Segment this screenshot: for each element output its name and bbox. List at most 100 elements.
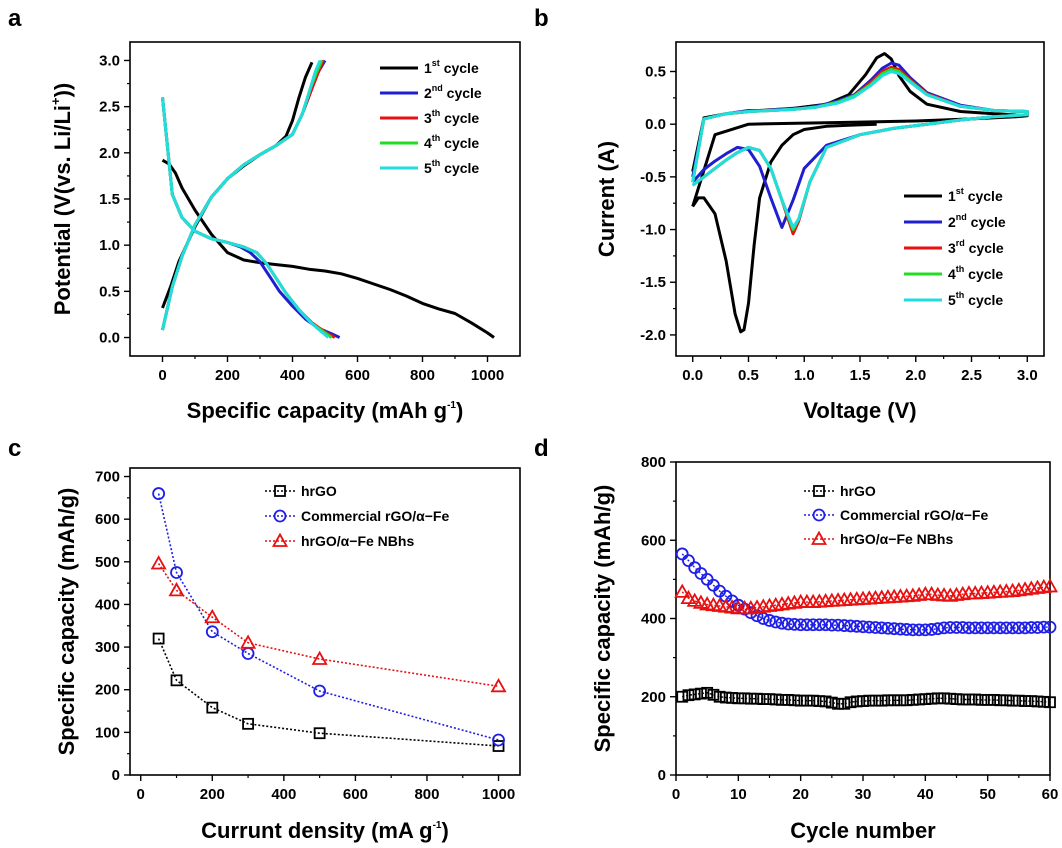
panel-a-series-line: [161, 59, 322, 331]
panel-d-data-point: [931, 622, 945, 636]
panel-d-data-point: [738, 692, 751, 705]
panel-a-y-tick-label: 3.0: [99, 52, 120, 69]
panel-d-data-point: [1037, 620, 1051, 634]
panel-d-data-point: [906, 623, 920, 637]
panel-d-series-1: [676, 686, 1056, 710]
panel-d-data-point: [757, 693, 770, 705]
panel-d-data-point: [912, 623, 926, 637]
panel-c-y-tick-label: 200: [95, 682, 120, 699]
panel-d-data-point: [844, 696, 857, 709]
panel-d-data-point: [775, 616, 789, 630]
panel-b-y-tick-label: -0.5: [640, 169, 666, 186]
panel-d-data-point: [763, 693, 776, 705]
panel-b-x-tick-label: 3.0: [1017, 367, 1038, 384]
panel-d-data-point: [882, 694, 894, 707]
panel-c-legend-marker: [273, 509, 287, 523]
panel-c-series-3: [150, 555, 507, 693]
panel-a-series-line: [161, 97, 341, 339]
panel-b-series-line: [691, 52, 1029, 207]
panel-c-legend-label: hrGO: [301, 483, 337, 499]
panel-c-y-tick-label: 700: [95, 469, 120, 486]
panel-d-y-tick-label: 0: [658, 767, 666, 784]
panel-d-data-point: [900, 694, 913, 707]
panel-c-data-point: [313, 727, 326, 740]
panel-d-data-point: [781, 617, 795, 631]
panel-letter-c: c: [8, 435, 21, 462]
panel-d-x-tick-label: 10: [730, 786, 747, 803]
panel-c-y-tick-label: 300: [95, 639, 120, 656]
panel-d-data-point: [969, 693, 982, 706]
panel-a-y-tick-label: 0.0: [99, 330, 120, 347]
panel-letter-a: a: [8, 5, 22, 32]
panel-a-x-tick-label: 400: [280, 367, 305, 384]
panel-d-data-point: [875, 694, 888, 707]
panel-d-data-point: [931, 692, 944, 705]
panel-b-x-tick-label: 2.5: [961, 367, 982, 384]
panel-c-legend-label: hrGO/α−Fe NBhs: [301, 533, 414, 549]
panel-c-series-line: [157, 638, 499, 747]
panel-d-legend-label: hrGO/α−Fe NBhs: [840, 531, 953, 547]
panel-d-data-point: [1006, 621, 1019, 635]
panel-d-data-point: [676, 690, 689, 703]
panel-d-data-point: [1024, 621, 1038, 634]
panel-c-data-point: [204, 608, 221, 624]
panel-c-legend-marker: [271, 532, 289, 547]
panel-b-y-tick-label: 0.5: [645, 64, 666, 81]
panel-a-series-1: [161, 61, 495, 339]
panel-d-x-tick-label: 30: [855, 786, 872, 803]
panel-a-series-line: [161, 97, 330, 339]
panel-d-data-point: [1041, 578, 1059, 593]
panel-b-x-tick-label: 0.0: [682, 367, 703, 384]
panel-c-y-tick-label: 0: [112, 767, 120, 784]
panel-d-y-axis-label: Specific capacity (mAh/g): [590, 485, 615, 753]
panel-c-data-point: [170, 674, 183, 687]
panel-c-y-tick-label: 100: [95, 724, 120, 741]
panel-d-data-point: [906, 693, 919, 706]
panel-d-data-point: [968, 621, 982, 635]
panel-d-data-point: [707, 688, 720, 701]
panel-a-series-line: [161, 97, 336, 339]
panel-b-x-axis-label: Voltage (V): [803, 398, 916, 423]
panel-d-data-point: [838, 697, 851, 710]
panel-d-data-point: [956, 621, 970, 634]
panel-d-legend-marker: [813, 485, 825, 497]
panel-c-x-tick-label: 600: [343, 786, 368, 803]
panel-a-x-tick-label: 800: [410, 367, 435, 384]
panel-d-data-point: [887, 622, 901, 636]
panel-b-legend-label: 3rd cycle: [948, 238, 1004, 256]
panel-d-data-point: [1012, 694, 1025, 707]
panel-d-data-point: [919, 693, 932, 705]
chart-panel-a: 0 200 400 600 800 1000 0.0 0.5 1.0 1.5 2.0 2.5 3.0 Sp…: [48, 41, 521, 423]
panel-d-data-point: [999, 621, 1013, 635]
panel-c-series-2: [152, 487, 505, 747]
panel-d-data-point: [1018, 621, 1032, 635]
panel-b-y-tick-label: -2.0: [640, 327, 666, 344]
panel-c-y-tick-label: 600: [95, 511, 120, 528]
panel-d-x-tick-label: 50: [979, 786, 996, 803]
panel-letter-d: d: [534, 435, 549, 462]
panel-a-legend-label: 5th cycle: [424, 158, 479, 176]
panel-d-data-point: [925, 623, 938, 636]
panel-d-data-point: [1019, 695, 1031, 707]
panel-c-plot-frame: [129, 467, 521, 776]
panel-b-legend-label: 4th cycle: [948, 264, 1003, 282]
panel-c-x-axis-label: Currunt density (mA g-1): [201, 818, 449, 843]
panel-d-data-point: [719, 691, 732, 704]
panel-c-y-tick-label: 400: [95, 596, 120, 613]
panel-d-data-point: [794, 618, 808, 632]
panel-d-data-point: [751, 692, 763, 705]
panel-d-data-point: [701, 686, 714, 699]
panel-d-data-point: [832, 697, 844, 710]
panel-d-x-tick-label: 20: [792, 786, 809, 803]
panel-c-data-point: [311, 650, 328, 665]
panel-b-legend-label: 1st cycle: [948, 186, 1003, 204]
panel-d-data-point: [918, 623, 932, 637]
panel-d-data-point: [975, 693, 988, 706]
panel-d-data-point: [900, 623, 914, 636]
panel-d-x-tick-label: 0: [672, 786, 680, 803]
panel-c-series-line: [157, 563, 499, 688]
panel-d-data-point: [981, 621, 995, 635]
chart-panel-b: 0.0 0.5 1.0 1.5 2.0 2.5 3.0 -2.0 -1.5 -1.0 -0.5 0.0…: [594, 41, 1045, 423]
